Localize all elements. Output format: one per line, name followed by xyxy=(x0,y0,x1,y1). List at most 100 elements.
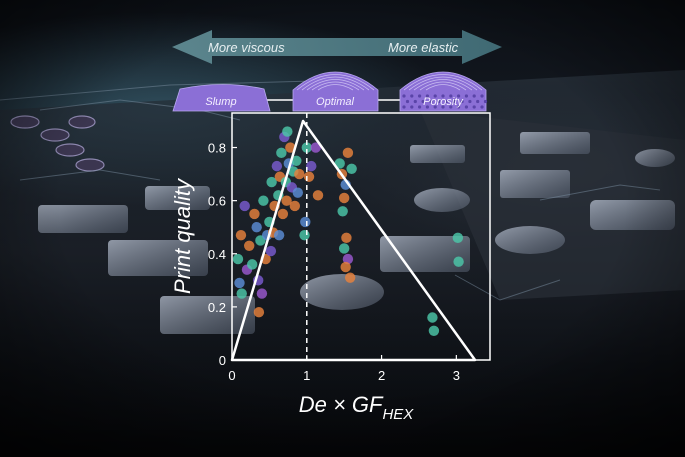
data-point xyxy=(258,195,269,206)
y-axis-label: Print quality xyxy=(170,177,195,294)
pore-dot xyxy=(464,105,468,109)
pore-dot xyxy=(418,94,422,98)
slump-shape xyxy=(172,84,271,112)
data-point xyxy=(427,312,438,323)
data-point xyxy=(271,160,283,172)
data-point xyxy=(306,160,317,172)
pore-dot xyxy=(433,94,437,98)
pore-dot xyxy=(429,99,433,104)
x-axis-label: De × GFHEX xyxy=(299,392,415,423)
x-tick-label: 1 xyxy=(303,368,310,383)
pore-dot xyxy=(457,105,461,109)
y-tick-label: 0.6 xyxy=(208,194,226,209)
data-point xyxy=(341,232,352,244)
pore-dot xyxy=(464,94,468,98)
pore-dot xyxy=(402,105,406,109)
arrow-label-elastic: More elastic xyxy=(388,40,459,55)
data-point xyxy=(338,243,350,254)
pore-dot xyxy=(476,99,480,104)
data-point xyxy=(234,277,245,289)
data-point xyxy=(253,306,265,318)
pore-dot xyxy=(437,99,441,104)
pore-dot xyxy=(483,99,488,104)
data-point xyxy=(299,229,310,241)
pore-dot xyxy=(413,99,417,104)
shape-label-optimal: Optimal xyxy=(316,96,354,108)
data-point xyxy=(310,142,321,153)
pore-dot xyxy=(405,99,410,104)
pore-dot xyxy=(425,94,429,98)
data-point xyxy=(235,229,247,241)
arrow-label-viscous: More viscous xyxy=(208,40,285,55)
data-point xyxy=(453,256,464,267)
data-point xyxy=(266,176,277,188)
x-axis-ticks: 0 1 2 3 xyxy=(228,355,460,383)
data-point xyxy=(256,288,268,299)
data-point xyxy=(285,142,296,153)
pore-dot xyxy=(410,94,414,98)
data-point xyxy=(249,208,260,220)
data-point xyxy=(236,288,247,299)
pore-dot xyxy=(452,99,456,104)
data-point xyxy=(232,253,244,265)
pore-dot xyxy=(410,105,414,109)
data-point xyxy=(452,232,464,244)
data-point xyxy=(342,147,354,159)
pore-dot xyxy=(472,94,476,98)
data-point xyxy=(334,158,345,169)
x-tick-label: 0 xyxy=(228,368,235,383)
y-tick-label: 0.4 xyxy=(208,247,226,262)
data-point xyxy=(277,208,289,220)
data-point xyxy=(281,195,292,206)
data-point xyxy=(342,253,354,265)
x-tick-label: 3 xyxy=(453,368,460,383)
shape-label-porosity: Porosity xyxy=(423,96,464,108)
data-point xyxy=(340,261,351,273)
pore-dot xyxy=(468,99,472,104)
pore-dot xyxy=(472,105,476,109)
data-point xyxy=(239,200,250,212)
data-point xyxy=(276,147,287,159)
data-point xyxy=(294,168,305,180)
data-point xyxy=(282,126,293,137)
pore-dot xyxy=(441,94,445,98)
pore-dot xyxy=(449,94,453,98)
x-axis-label-main: De × GF xyxy=(299,392,384,417)
data-point xyxy=(246,259,258,270)
pore-dot xyxy=(444,99,449,104)
data-points xyxy=(232,126,464,336)
pore-dot xyxy=(418,105,422,109)
filament-shapes: Slump Optimal Porosity xyxy=(172,71,488,112)
pore-dot xyxy=(480,94,484,98)
plot-frame xyxy=(231,112,491,361)
pore-dot xyxy=(457,94,461,98)
viscous-elastic-arrow: More viscous More elastic xyxy=(172,30,502,64)
y-axis-ticks: 0 0.2 0.4 0.6 0.8 xyxy=(208,141,237,368)
data-point xyxy=(337,206,348,217)
data-point xyxy=(338,192,350,204)
data-point xyxy=(265,245,277,257)
porosity-pores xyxy=(402,94,488,109)
y-tick-label: 0.2 xyxy=(208,300,226,315)
x-axis-label-sub: HEX xyxy=(382,406,414,423)
scatter-plot: 0 1 2 3 0 0.2 0.4 0.6 0.8 Print quality De × GF… xyxy=(170,112,491,423)
data-point xyxy=(428,325,440,336)
pore-dot xyxy=(480,105,484,109)
data-point xyxy=(300,216,311,228)
quality-envelope-triangle xyxy=(230,119,477,362)
data-point xyxy=(303,171,315,182)
data-point xyxy=(244,240,255,251)
y-tick-label: 0.8 xyxy=(208,141,226,156)
data-point xyxy=(251,222,262,233)
y-tick-label: 0 xyxy=(219,353,226,368)
pore-dot xyxy=(425,105,429,109)
data-point xyxy=(291,155,302,167)
x-tick-label: 2 xyxy=(378,368,385,383)
pore-dot xyxy=(402,94,406,98)
shape-label-slump: Slump xyxy=(205,96,236,108)
data-point xyxy=(273,229,285,241)
data-point xyxy=(346,163,357,174)
